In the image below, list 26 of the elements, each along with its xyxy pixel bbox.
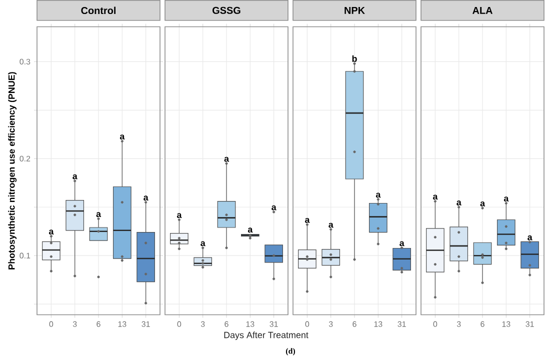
chart-title: NPK — [344, 7, 365, 14]
annotation: a — [328, 222, 334, 228]
annotation: a — [144, 196, 148, 201]
annotation: a — [72, 174, 78, 180]
annotation: a — [504, 196, 509, 202]
annotation: a — [176, 213, 182, 218]
annotation: a — [272, 205, 276, 210]
annotation: a — [528, 236, 532, 240]
annotation: a — [248, 228, 253, 233]
annotation: a — [480, 202, 486, 207]
annotation: a — [400, 241, 404, 246]
annotation: a — [224, 156, 230, 162]
annotation: a — [376, 192, 381, 198]
annotation: a — [432, 194, 438, 200]
annotation: a — [304, 218, 310, 223]
annotation: a — [120, 134, 125, 140]
annotation: a — [96, 212, 102, 218]
annotation: b — [352, 55, 357, 62]
annotation: a — [200, 241, 206, 246]
chart-title: ALA — [472, 7, 492, 14]
chart-title: GSSG — [212, 6, 240, 14]
annotation: a — [456, 200, 462, 206]
y-axis-title: Photosynthetic nitrogen use efficiency (PNUE) — [8, 72, 17, 270]
chart-title: Control — [81, 6, 116, 14]
x-axis-title: Days After Treatment — [224, 332, 308, 340]
annotation: a — [48, 230, 54, 235]
